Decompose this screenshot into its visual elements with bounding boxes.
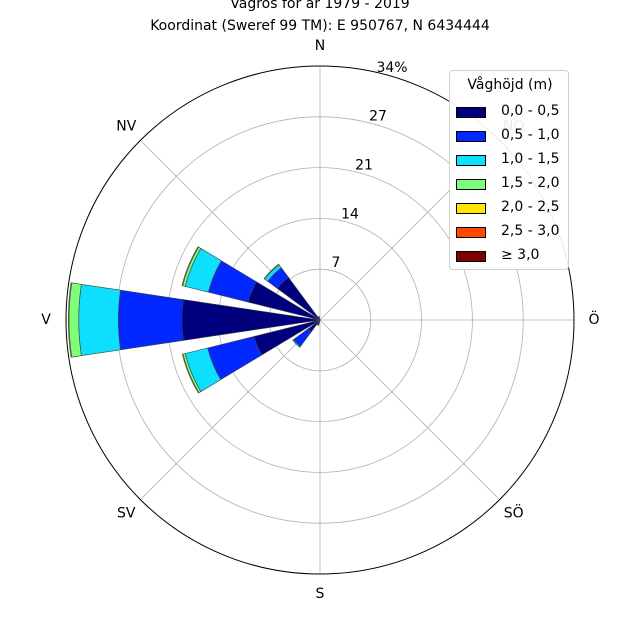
grid-spoke xyxy=(319,319,500,500)
sector-bar-segment xyxy=(67,282,73,358)
sector-bars xyxy=(67,246,321,394)
legend-swatch xyxy=(456,179,486,190)
legend-item: 2,0 - 2,5 xyxy=(456,199,568,218)
sector-bar-segment xyxy=(181,299,321,341)
radial-tick-label: 34% xyxy=(376,60,407,76)
legend-swatch xyxy=(456,155,486,166)
radial-tick-label: 27 xyxy=(369,109,387,125)
legend-swatch xyxy=(456,131,486,142)
polar-outline xyxy=(65,65,575,575)
outer-circle xyxy=(65,65,575,575)
legend-item: 2,5 - 3,0 xyxy=(456,223,568,242)
legend-item: 0,0 - 0,5 xyxy=(456,103,568,122)
legend-label: ≥ 3,0 xyxy=(501,247,540,263)
radial-tick-label: 21 xyxy=(355,158,373,174)
legend-label: 1,5 - 2,0 xyxy=(501,175,560,191)
sector-bar-segment xyxy=(317,316,320,318)
legend-label: 0,0 - 0,5 xyxy=(501,103,560,119)
direction-label: V xyxy=(41,312,51,328)
radial-tick-label: 7 xyxy=(332,255,341,271)
sector-bar-segment xyxy=(117,289,184,351)
legend-swatch xyxy=(456,203,486,214)
direction-label: Ö xyxy=(588,310,599,328)
radial-tick-labels: 7 14 21 27 34% xyxy=(332,60,408,271)
legend: Våghöjd (m) 0,0 - 0,5 0,5 - 1,0 1,0 - 1,5 1… xyxy=(449,70,569,270)
legend-swatch xyxy=(456,227,486,238)
legend-label: 2,0 - 2,5 xyxy=(501,199,560,215)
sector-bar-segment xyxy=(292,339,301,348)
radial-tick-label: 14 xyxy=(341,206,359,222)
direction-label: SÖ xyxy=(504,504,524,522)
sector-bar-segment xyxy=(78,283,121,357)
legend-item: 1,5 - 2,0 xyxy=(456,175,568,194)
direction-label: NV xyxy=(116,118,136,134)
chart-subtitle: Koordinat (Sweref 99 TM): E 950767, N 64… xyxy=(150,18,490,34)
legend-item: 1,0 - 1,5 xyxy=(456,151,568,170)
direction-label: SV xyxy=(117,506,136,522)
sector-bar-segment xyxy=(181,353,200,394)
legend-label: 0,5 - 1,0 xyxy=(501,127,560,143)
legend-title: Våghöjd (m) xyxy=(467,77,553,93)
legend-item: ≥ 3,0 xyxy=(456,247,568,266)
legend-swatch xyxy=(456,107,486,118)
sector-bar-segment xyxy=(263,263,280,280)
grid-spoke xyxy=(140,319,321,500)
legend-item: 0,5 - 1,0 xyxy=(456,127,568,146)
legend-swatch xyxy=(456,251,486,262)
legend-label: 1,0 - 1,5 xyxy=(501,151,560,167)
direction-label: S xyxy=(316,586,325,602)
direction-label: N xyxy=(315,38,325,54)
sector-bar-segment xyxy=(316,324,320,326)
legend-label: 2,5 - 3,0 xyxy=(501,223,560,239)
sector-bar-segment xyxy=(181,246,200,287)
chart-title: Vågros för år 1979 - 2019 xyxy=(230,0,410,12)
